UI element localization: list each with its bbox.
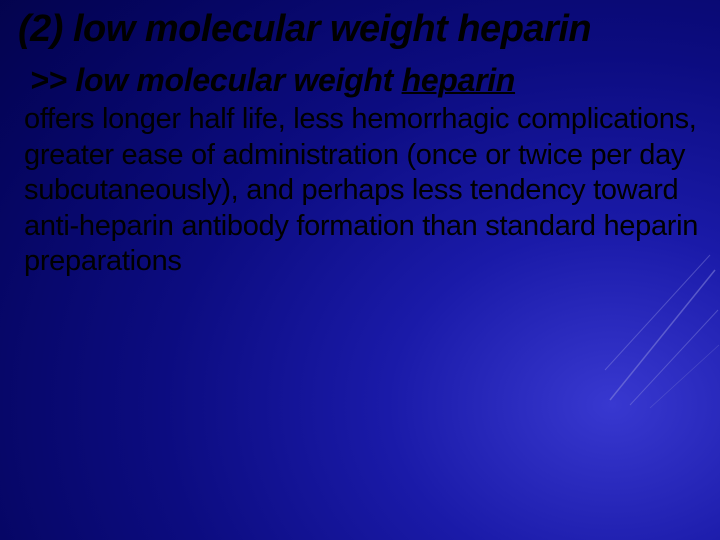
slide-body: offers longer half life, less hemorrhagi… (24, 102, 702, 279)
subtitle-underlined: heparin (402, 62, 515, 98)
slide-subtitle: >> low molecular weight heparin (30, 62, 702, 99)
slide-title: (2) low molecular weight heparin (18, 8, 702, 52)
slide-container: (2) low molecular weight heparin >> low … (0, 0, 720, 279)
subtitle-prefix: >> low molecular weight (30, 62, 402, 98)
